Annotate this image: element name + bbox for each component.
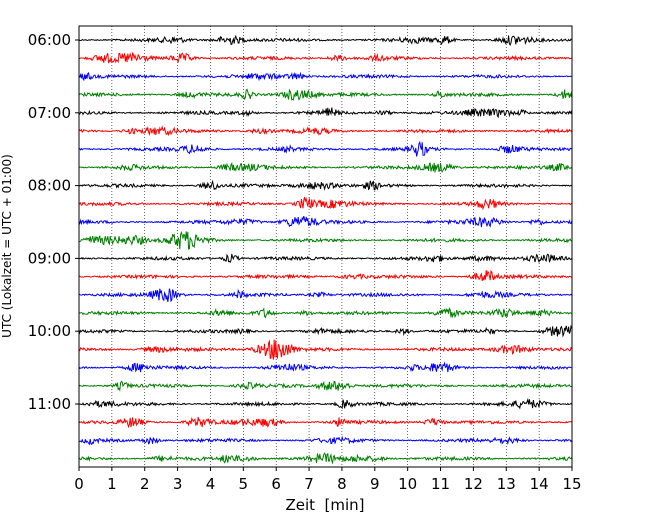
x-tick-label: 2: [140, 475, 150, 493]
x-tick-label: 10: [398, 475, 417, 493]
trace-1045: [78, 380, 572, 392]
y-tick-label: 08:00: [28, 177, 71, 195]
trace-1000: [78, 324, 573, 338]
trace-0845: [78, 230, 572, 250]
trace-0900: [78, 253, 573, 264]
trace-0615: [78, 52, 572, 64]
x-tick-label: 9: [370, 475, 380, 493]
x-tick-label: 13: [497, 475, 516, 493]
x-tick-label: 7: [304, 475, 314, 493]
trace-0830: [78, 216, 573, 228]
trace-1100: [78, 397, 573, 410]
y-tick-label: 10:00: [28, 322, 71, 340]
trace-0930: [78, 288, 573, 303]
x-axis-ticks: 0 1 2 3 4 5 6 7 8 9 10 11 12 13 14 15: [74, 467, 582, 493]
trace-0630: [78, 71, 572, 82]
trace-0645: [78, 88, 573, 101]
grid-lines: [111, 26, 540, 467]
x-tick-label: 5: [239, 475, 249, 493]
trace-0815: [78, 196, 572, 211]
x-tick-label: 3: [173, 475, 183, 493]
x-tick-label: 14: [530, 475, 549, 493]
x-tick-label: 6: [271, 475, 281, 493]
trace-0730: [79, 140, 573, 157]
trace-1030: [78, 361, 572, 373]
y-tick-label: 11:00: [28, 395, 71, 413]
trace-0715: [78, 125, 573, 137]
x-tick-label: 8: [337, 475, 347, 493]
x-tick-label: 1: [107, 475, 117, 493]
x-tick-label: 15: [562, 475, 581, 493]
y-axis-label: UTC (Lokalzeit = UTC + 01:00): [0, 154, 14, 338]
plot-frame: [78, 25, 573, 468]
trace-0700: [78, 107, 573, 119]
x-tick-label: 4: [206, 475, 216, 493]
seismic-traces: [78, 34, 573, 465]
y-axis-ticks: 06:00 07:00 08:00 09:00 10:00 11:00: [28, 31, 79, 413]
y-tick-label: 06:00: [28, 31, 71, 49]
y-tick-label: 07:00: [28, 104, 71, 122]
trace-0945: [78, 307, 573, 319]
trace-0600: [78, 34, 573, 47]
trace-1015: [78, 339, 573, 360]
trace-1145: [78, 452, 573, 465]
x-tick-label: 11: [431, 475, 450, 493]
trace-0745: [78, 162, 573, 173]
trace-0915: [78, 270, 572, 281]
x-axis-label: Zeit [min]: [285, 496, 364, 514]
trace-1115: [78, 416, 573, 429]
trace-1130: [78, 435, 573, 446]
y-tick-label: 09:00: [28, 249, 71, 267]
trace-0800: [78, 179, 573, 191]
x-tick-label: 12: [464, 475, 483, 493]
x-tick-label: 0: [74, 475, 84, 493]
